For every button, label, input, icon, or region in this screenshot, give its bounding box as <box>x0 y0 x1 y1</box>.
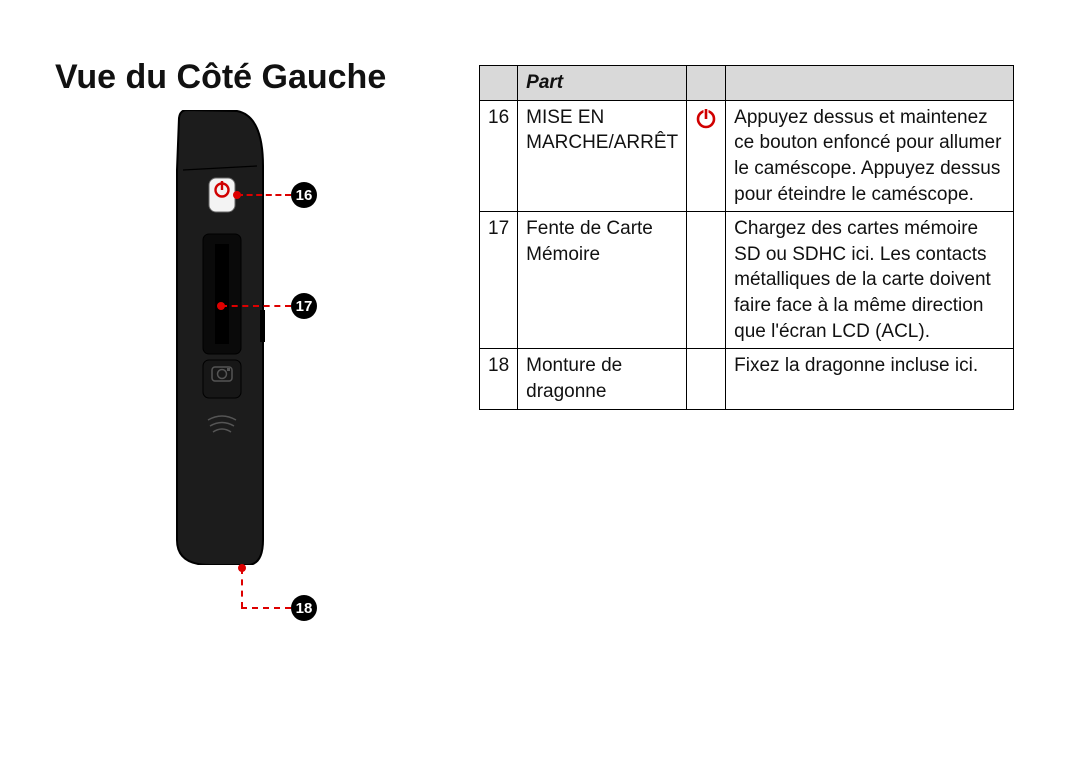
callout-line-18h <box>241 607 291 609</box>
page-title: Vue du Côté Gauche <box>55 58 386 97</box>
row18-icon-cell <box>687 349 726 409</box>
device-diagram: 16 17 18 <box>155 110 415 630</box>
row18-desc: Fixez la dragonne incluse ici. <box>726 349 1014 409</box>
row16-desc: Appuyez dessus et maintenez ce bouton en… <box>726 100 1014 212</box>
parts-row-16: 16 MISE EN MARCHE/ARRÊT Appuyez dessus e… <box>480 100 1014 212</box>
callout-disc-16: 16 <box>291 182 317 208</box>
callout-line-17 <box>221 305 291 307</box>
row16-part: MISE EN MARCHE/ARRÊT <box>518 100 687 212</box>
row16-num: 16 <box>480 100 518 212</box>
row17-icon-cell <box>687 212 726 349</box>
row18-part: Monture de dragonne <box>518 349 687 409</box>
header-blank-desc <box>726 66 1014 101</box>
callout-line-18v <box>241 568 243 608</box>
device-svg <box>175 110 265 565</box>
callout-line-16 <box>237 194 291 196</box>
row17-num: 17 <box>480 212 518 349</box>
callout-disc-18: 18 <box>291 595 317 621</box>
parts-table: Part 16 MISE EN MARCHE/ARRÊT Appuyez des… <box>479 65 1014 410</box>
header-part: Part <box>518 66 687 101</box>
power-icon <box>695 107 717 129</box>
callout-disc-17: 17 <box>291 293 317 319</box>
row16-icon-cell <box>687 100 726 212</box>
parts-row-17: 17 Fente de Carte Mémoire Chargez des ca… <box>480 212 1014 349</box>
row17-part: Fente de Carte Mémoire <box>518 212 687 349</box>
parts-table-header-row: Part <box>480 66 1014 101</box>
row17-desc: Chargez des cartes mémoire SD ou SDHC ic… <box>726 212 1014 349</box>
parts-row-18: 18 Monture de dragonne Fixez la dragonne… <box>480 349 1014 409</box>
header-blank-icon <box>687 66 726 101</box>
header-blank-num <box>480 66 518 101</box>
row18-num: 18 <box>480 349 518 409</box>
